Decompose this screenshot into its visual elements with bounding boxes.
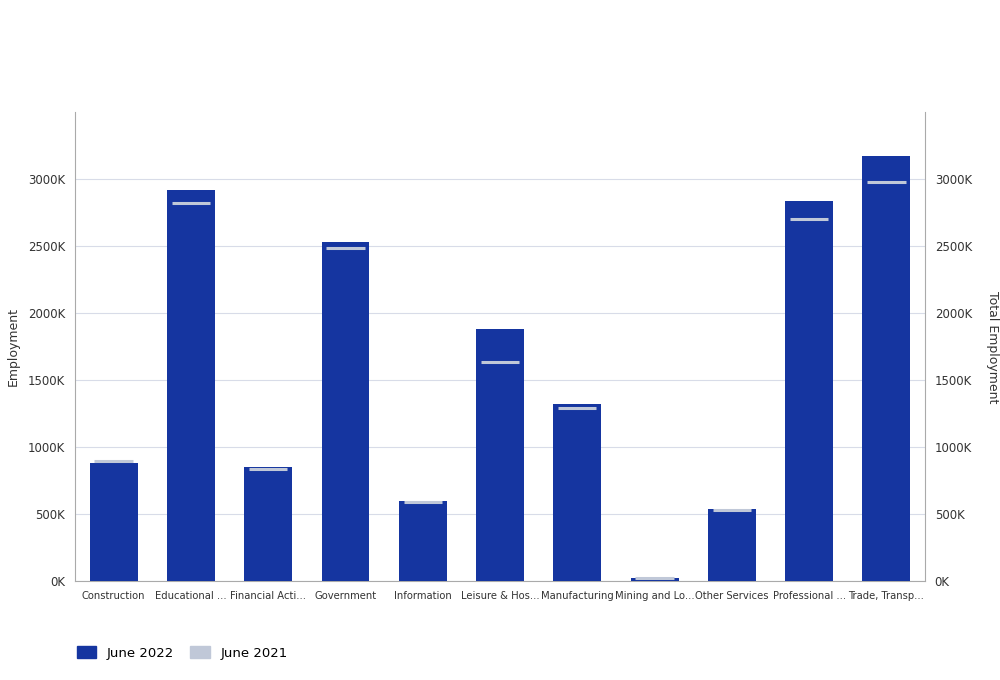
Text: Seasonally Adjusted Employment By Industry: Seasonally Adjusted Employment By Indust… bbox=[22, 28, 558, 48]
Bar bbox=[322, 242, 369, 581]
Bar bbox=[553, 405, 601, 581]
Bar bbox=[399, 501, 447, 581]
Y-axis label: Employment: Employment bbox=[7, 307, 20, 386]
Bar bbox=[631, 578, 678, 581]
Bar bbox=[708, 509, 756, 581]
Legend: June 2022, June 2021: June 2022, June 2021 bbox=[77, 647, 288, 660]
Bar bbox=[167, 190, 215, 581]
Bar bbox=[476, 329, 524, 581]
Bar bbox=[90, 464, 138, 581]
Text: California Employment Report, UCR Center for Economic Forecasting: California Employment Report, UCR Center… bbox=[22, 71, 501, 85]
Bar bbox=[862, 156, 910, 581]
Y-axis label: Total Employment: Total Employment bbox=[986, 290, 999, 403]
Bar bbox=[244, 467, 292, 581]
Bar bbox=[785, 201, 833, 581]
